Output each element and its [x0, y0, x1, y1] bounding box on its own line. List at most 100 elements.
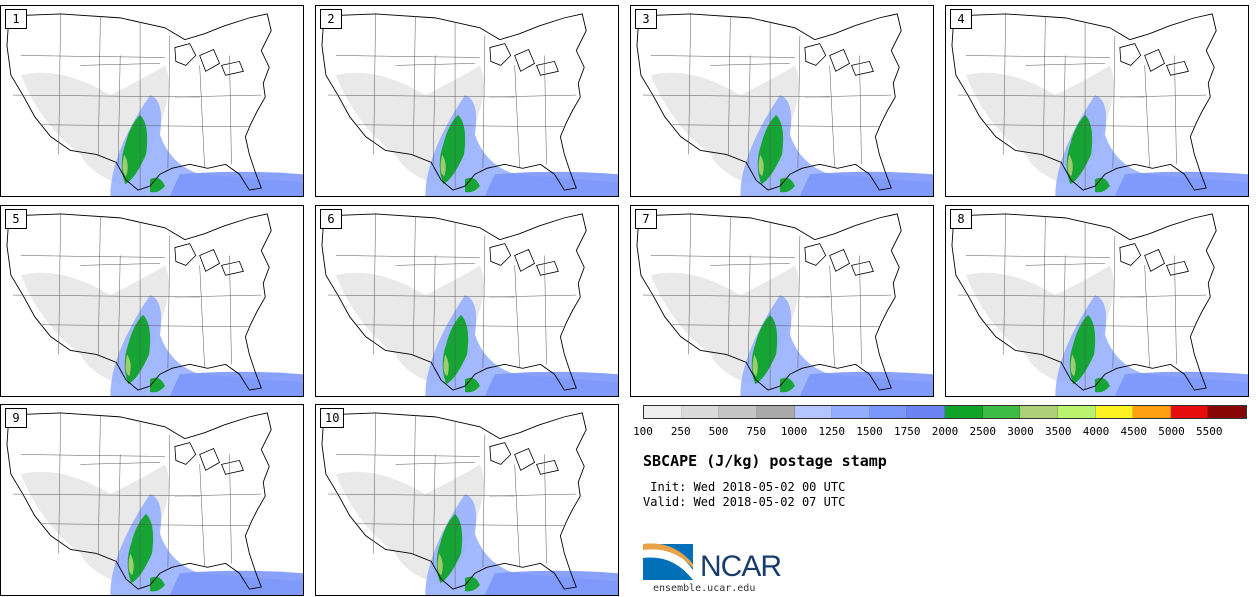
colorbar-tick-label: 1500	[856, 425, 883, 438]
valid-time: Valid: Wed 2018-05-02 07 UTC	[643, 495, 845, 509]
member-number: 4	[950, 9, 972, 29]
state-border	[336, 255, 480, 257]
member-number: 9	[5, 408, 27, 428]
colorbar-tick-label: 2000	[932, 425, 959, 438]
state-border	[1145, 65, 1150, 168]
state-border	[515, 65, 520, 168]
map-panel-3: 3	[630, 5, 934, 197]
colorbar-tick-label: 750	[746, 425, 766, 438]
map-panel-7: 7	[630, 205, 934, 397]
state-border	[168, 36, 170, 169]
map-panel-9: 9	[0, 404, 304, 596]
colorbar-segment	[983, 406, 1021, 418]
map-panel-8: 8	[945, 205, 1249, 397]
colorbar-tick-label: 1750	[894, 425, 921, 438]
state-border	[651, 55, 795, 57]
cape-contour	[170, 372, 303, 396]
colorbar-tick-label: 4500	[1121, 425, 1148, 438]
cape-contour	[170, 172, 303, 196]
colorbar-segment	[719, 406, 757, 418]
state-border	[798, 236, 800, 369]
colorbar-segment	[757, 406, 795, 418]
conus-map	[631, 6, 933, 196]
state-border	[168, 435, 170, 568]
state-border	[483, 236, 485, 369]
cape-contour	[485, 372, 618, 396]
cape-contour	[1115, 172, 1248, 196]
member-number: 10	[320, 408, 344, 428]
state-border	[830, 265, 835, 368]
colorbar-segment	[1208, 406, 1246, 418]
cape-contour	[485, 571, 618, 595]
great-lakes	[490, 244, 559, 276]
great-lakes	[805, 44, 874, 76]
colorbar-segment	[832, 406, 870, 418]
cape-contour	[170, 571, 303, 595]
state-border	[651, 255, 795, 257]
state-border	[175, 494, 261, 496]
state-border	[168, 236, 170, 369]
state-border	[336, 454, 480, 456]
colorbar-tick-label: 1250	[819, 425, 846, 438]
great-lakes	[490, 44, 559, 76]
colorbar-tick-label: 4000	[1083, 425, 1110, 438]
state-border	[200, 464, 205, 567]
colorbar-segment	[1020, 406, 1058, 418]
state-border	[1113, 36, 1115, 169]
member-number: 7	[635, 209, 657, 229]
state-border	[490, 295, 576, 297]
conus-map	[1, 6, 303, 196]
state-border	[805, 95, 891, 97]
state-border	[490, 95, 576, 97]
conus-map	[631, 206, 933, 396]
member-number: 1	[5, 9, 27, 29]
conus-map	[316, 206, 618, 396]
map-panel-5: 5	[0, 205, 304, 397]
state-border	[966, 255, 1110, 257]
colorbar-segment	[1096, 406, 1134, 418]
colorbar-tick-label: 3500	[1045, 425, 1072, 438]
cape-contour	[1115, 372, 1248, 396]
cape-contour	[800, 172, 933, 196]
state-border	[1145, 265, 1150, 368]
colorbar-segment	[644, 406, 682, 418]
colorbar-tick-label: 500	[709, 425, 729, 438]
colorbar-tick-label: 2500	[970, 425, 997, 438]
cape-contour	[485, 172, 618, 196]
member-number: 6	[320, 209, 342, 229]
state-border	[1113, 236, 1115, 369]
state-border	[966, 55, 1110, 57]
conus-map	[946, 6, 1248, 196]
state-border	[21, 255, 165, 257]
great-lakes	[1120, 244, 1189, 276]
state-border	[798, 36, 800, 169]
great-lakes	[175, 443, 244, 475]
colorbar-tick-label: 3000	[1007, 425, 1034, 438]
state-border	[490, 494, 576, 496]
great-lakes	[175, 244, 244, 276]
colorbar-tick-label: 5500	[1196, 425, 1223, 438]
conus-map	[1, 206, 303, 396]
great-lakes	[805, 244, 874, 276]
colorbar-tick-label: 1000	[781, 425, 808, 438]
colorbar	[643, 405, 1247, 419]
cape-contour	[800, 372, 933, 396]
colorbar-tick-label: 100	[633, 425, 653, 438]
state-border	[1120, 295, 1206, 297]
colorbar-segment	[1058, 406, 1096, 418]
conus-map	[316, 6, 618, 196]
map-panel-10: 10	[315, 404, 619, 596]
member-number: 5	[5, 209, 27, 229]
great-lakes	[490, 443, 559, 475]
colorbar-segment	[870, 406, 908, 418]
member-number: 8	[950, 209, 972, 229]
site-url: ensemble.ucar.edu	[653, 583, 755, 594]
state-border	[515, 464, 520, 567]
state-border	[483, 435, 485, 568]
state-border	[200, 265, 205, 368]
ncar-logo-text: NCAR	[700, 550, 781, 584]
colorbar-tick-label: 5000	[1158, 425, 1185, 438]
state-border	[515, 265, 520, 368]
state-border	[21, 454, 165, 456]
init-time: Init: Wed 2018-05-02 00 UTC	[643, 480, 845, 494]
